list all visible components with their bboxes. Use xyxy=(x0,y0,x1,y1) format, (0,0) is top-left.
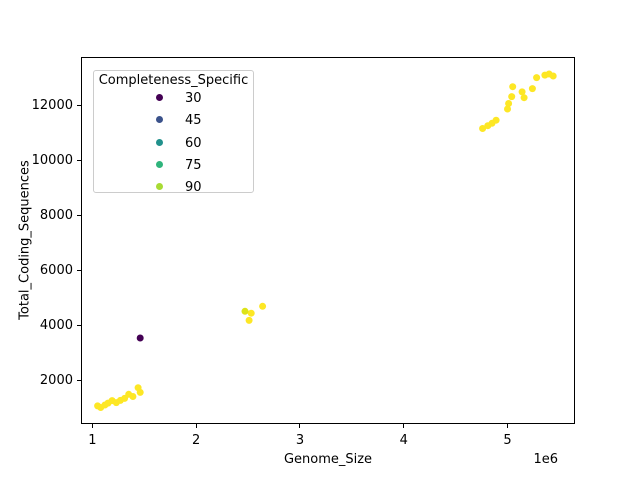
legend-entry-label: 90 xyxy=(185,180,202,196)
data-point xyxy=(136,388,144,396)
y-tick-label: 2000 xyxy=(39,372,73,388)
plot-area: Completeness_Specific 30 45 60 75 90 xyxy=(81,57,575,424)
legend-title: Completeness_Specific xyxy=(98,73,249,88)
legend-entry-label: 45 xyxy=(185,113,202,129)
data-point xyxy=(508,93,516,101)
y-tick-label: 4000 xyxy=(39,317,73,333)
legend-marker-icon xyxy=(156,116,163,124)
x-axis-offset-label: 1e6 xyxy=(533,452,558,467)
y-tick-label: 8000 xyxy=(39,207,73,223)
x-tick-label: 2 xyxy=(192,433,201,448)
x-tick-label: 1 xyxy=(88,433,97,448)
data-point xyxy=(245,316,253,324)
data-point xyxy=(241,307,249,315)
legend-entry: 60 xyxy=(94,133,253,153)
legend-marker-icon xyxy=(156,183,163,191)
y-tick-mark xyxy=(77,269,81,271)
y-tick-label: 6000 xyxy=(39,262,73,278)
legend-marker-icon xyxy=(156,160,163,168)
data-point xyxy=(518,88,526,96)
data-point xyxy=(479,125,487,132)
data-point xyxy=(129,393,137,400)
y-tick-label: 12000 xyxy=(31,97,73,113)
data-point xyxy=(247,309,255,317)
y-tick-mark xyxy=(77,324,81,326)
y-tick-mark xyxy=(77,159,81,161)
x-tick-mark xyxy=(507,424,509,428)
y-axis-label: Total_Coding_Sequences xyxy=(17,160,33,320)
legend-marker-icon xyxy=(156,94,163,101)
x-tick-label: 5 xyxy=(503,433,512,448)
y-tick-mark xyxy=(77,214,81,216)
legend-entry: 45 xyxy=(94,110,253,130)
legend-entry: 75 xyxy=(94,155,253,175)
x-tick-label: 4 xyxy=(399,433,408,448)
data-point xyxy=(528,85,536,93)
legend-marker-icon xyxy=(156,138,163,146)
legend-entry-label: 30 xyxy=(185,91,202,106)
x-axis-label: Genome_Size xyxy=(283,452,373,467)
data-point xyxy=(504,105,511,113)
legend: Completeness_Specific 30 45 60 75 90 xyxy=(93,70,254,195)
y-tick-mark xyxy=(77,379,81,381)
x-tick-mark xyxy=(299,424,301,428)
data-point xyxy=(520,94,528,102)
data-point xyxy=(505,100,513,107)
data-point xyxy=(259,302,267,310)
legend-entry: 30 xyxy=(94,88,253,108)
legend-entry-label: 75 xyxy=(185,157,202,173)
y-tick-label: 10000 xyxy=(31,152,73,168)
data-point xyxy=(136,334,144,342)
x-tick-mark xyxy=(195,424,197,428)
x-tick-mark xyxy=(91,424,93,428)
scatter-points-canvas xyxy=(94,70,557,411)
data-point xyxy=(509,83,517,91)
data-point xyxy=(492,116,500,124)
data-point xyxy=(549,72,557,80)
legend-entry: 90 xyxy=(94,177,253,197)
x-tick-mark xyxy=(403,424,405,428)
legend-entry-label: 60 xyxy=(185,135,202,151)
data-point xyxy=(533,74,541,82)
y-tick-mark xyxy=(77,104,81,106)
x-tick-label: 3 xyxy=(295,433,305,448)
